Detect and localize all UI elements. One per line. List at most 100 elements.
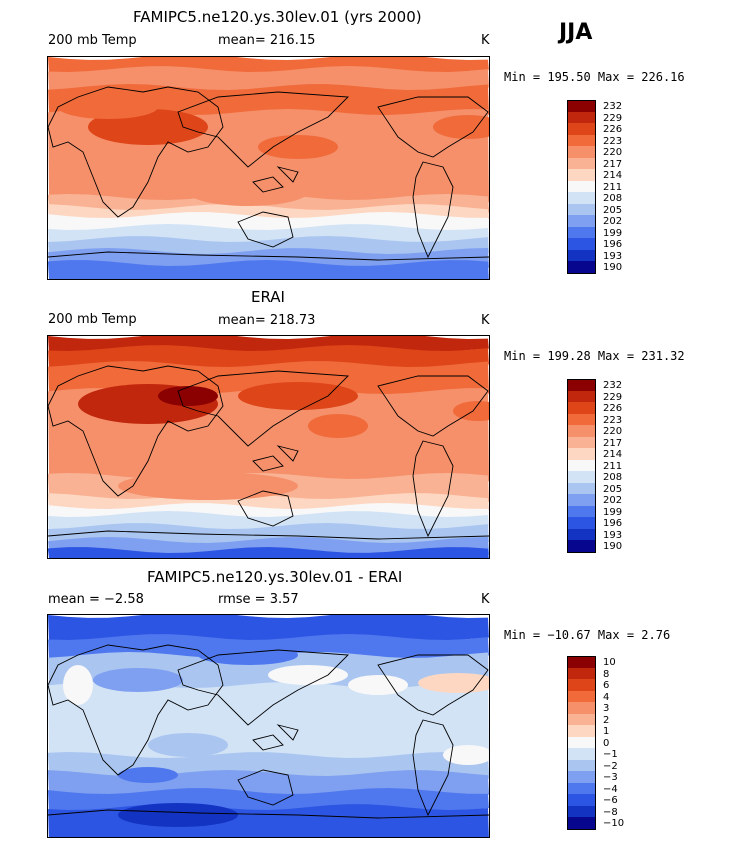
coastline [276, 166, 299, 183]
variable-label: 200 mb Temp [48, 33, 137, 48]
colorbar-swatch [567, 794, 596, 806]
contour-map [48, 336, 489, 558]
colorbar-label: 193 [603, 250, 623, 262]
season-label: JJA [559, 20, 593, 45]
colorbar-swatch [567, 226, 596, 238]
colorbar-label: 220 [603, 147, 623, 158]
colorbar-swatch [567, 667, 596, 679]
coastline [48, 251, 489, 261]
contour-band [48, 547, 489, 558]
coastline [412, 719, 454, 817]
colorbar-swatch [567, 390, 596, 402]
colorbar-swatch [567, 123, 596, 135]
contour-region [418, 673, 489, 693]
rmse-label: rmse = 3.57 [218, 592, 299, 607]
colorbar-label: 217 [603, 158, 623, 170]
colorbar-label: 2 [603, 714, 610, 726]
colorbar-label: 226 [603, 124, 623, 135]
colorbar-label: 229 [603, 391, 623, 403]
coastline [177, 91, 350, 168]
colorbar-label: 223 [603, 135, 623, 147]
colorbar-swatch [567, 759, 596, 771]
colorbar-label: 220 [603, 426, 623, 437]
contour-map [48, 57, 489, 279]
colorbar-label: 232 [603, 101, 623, 112]
colorbar-label: 223 [603, 414, 623, 426]
colorbar-label: 6 [603, 680, 610, 691]
colorbar-label: 208 [603, 193, 623, 204]
colorbar-swatch [567, 436, 596, 448]
colorbar-swatch [567, 817, 596, 830]
coastline [252, 455, 284, 472]
mean-label: mean= 216.15 [218, 33, 316, 48]
colorbar-swatch [567, 238, 596, 250]
coastline [48, 644, 224, 776]
colorbar-swatch [567, 448, 596, 460]
colorbar-swatch [567, 782, 596, 794]
colorbar-label: −8 [603, 806, 618, 818]
coastline [252, 734, 284, 751]
coastline [237, 211, 294, 248]
coastline [276, 724, 299, 741]
panel-title: ERAI [251, 288, 285, 306]
mean-label: mean = −2.58 [48, 592, 144, 607]
contour-region [268, 665, 348, 685]
contour-region [118, 803, 238, 827]
colorbar-label: 196 [603, 239, 623, 250]
colorbar-label: 199 [603, 227, 623, 239]
min-max-label: Min = −10.67 Max = 2.76 [504, 628, 671, 642]
colorbar-label: −4 [603, 783, 618, 795]
colorbar-swatch [567, 748, 596, 760]
colorbar-swatch [567, 413, 596, 425]
variable-label: 200 mb Temp [48, 312, 137, 327]
colorbar-label: 4 [603, 691, 610, 703]
coastline [177, 370, 350, 447]
units-label: K [481, 592, 490, 607]
colorbar-swatch [567, 192, 596, 204]
colorbar-swatch [567, 134, 596, 146]
colorbar-swatch [567, 736, 596, 748]
colorbar-label: −10 [603, 818, 625, 829]
colorbar-swatch [567, 471, 596, 483]
contour-region [198, 645, 298, 665]
colorbar-swatch [567, 215, 596, 227]
panel-title: FAMIPC5.ne120.ys.30lev.01 (yrs 2000) [133, 8, 422, 26]
colorbar-swatch [567, 111, 596, 123]
colorbar-label: 205 [603, 204, 623, 216]
colorbar-label: 10 [603, 657, 616, 668]
contour-region [118, 472, 298, 500]
contour-region [188, 178, 308, 206]
colorbar-swatch [567, 157, 596, 169]
colorbar-swatch [567, 261, 596, 274]
colorbar-label: −6 [603, 795, 618, 806]
colorbar-swatch [567, 100, 596, 113]
coastline [48, 86, 224, 218]
colorbar-label: 0 [603, 737, 610, 749]
colorbar-label: 214 [603, 170, 623, 181]
colorbar-label: 196 [603, 518, 623, 529]
colorbar-label: 8 [603, 668, 610, 680]
contour-region [348, 675, 408, 695]
coastline [377, 375, 489, 437]
colorbar-swatch [567, 482, 596, 494]
colorbar-label: 208 [603, 472, 623, 483]
contour-band [48, 204, 489, 221]
min-max-label: Min = 199.28 Max = 231.32 [504, 349, 685, 363]
contour-region [443, 745, 489, 765]
colorbar-swatch [567, 379, 596, 392]
colorbar-swatch [567, 494, 596, 506]
colorbar-swatch [567, 402, 596, 414]
coastline [48, 809, 489, 819]
colorbar-label: 217 [603, 437, 623, 449]
units-label: K [481, 313, 490, 328]
colorbar-swatch [567, 180, 596, 192]
colorbar-label: 214 [603, 449, 623, 460]
map-diff [47, 614, 490, 838]
contour-region [148, 733, 228, 757]
colorbar-swatch [567, 771, 596, 783]
contour-region [258, 135, 338, 159]
contour-region [63, 665, 93, 705]
colorbar-swatch [567, 517, 596, 529]
colorbar-label: 211 [603, 181, 623, 193]
coastline [377, 654, 489, 716]
